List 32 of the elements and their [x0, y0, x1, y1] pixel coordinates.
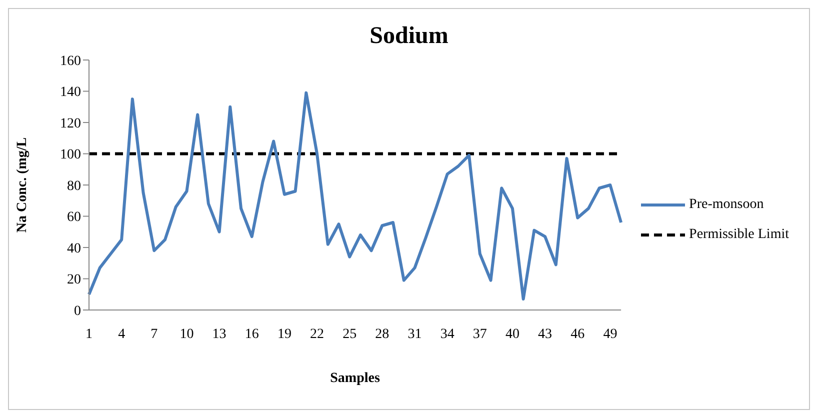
y-tick-label: 60	[67, 210, 81, 226]
x-tick-label: 43	[538, 326, 552, 342]
x-tick-label: 40	[505, 326, 520, 342]
x-tick-label: 25	[342, 326, 357, 342]
legend-label: Pre-monsoon	[689, 197, 764, 213]
y-tick-label: 140	[60, 85, 81, 100]
x-tick-label: 28	[375, 326, 390, 342]
x-tick-label: 31	[408, 326, 422, 342]
y-tick-label: 120	[60, 116, 81, 132]
x-tick-label: 34	[440, 326, 454, 342]
line-series	[88, 91, 623, 301]
y-tick-label: 80	[67, 178, 81, 194]
x-tick-label: 1	[86, 326, 92, 342]
x-tick-label: 46	[570, 326, 585, 342]
y-tick-label: 100	[60, 148, 81, 163]
legend-label: Permissible Limit	[689, 227, 789, 243]
y-tick-label: 0	[74, 304, 81, 319]
chart-title: Sodium	[368, 23, 450, 50]
x-tick-label: 16	[244, 326, 259, 342]
x-tick-label: 7	[150, 326, 158, 342]
x-tick-label: 49	[603, 326, 618, 342]
x-axis-title: Samples	[330, 371, 380, 386]
x-tick-label: 22	[310, 326, 324, 342]
x-tick-label: 19	[277, 326, 292, 342]
y-tick-label: 160	[60, 54, 81, 69]
y-tick-label: 40	[67, 241, 81, 256]
y-tick-label: 20	[67, 272, 81, 288]
x-tick-label: 13	[212, 326, 226, 342]
x-tick-label: 4	[118, 326, 126, 342]
y-axis-title: Na Conc. (mg/L	[14, 137, 30, 233]
x-tick-label: 10	[180, 326, 194, 342]
x-tick-label: 37	[472, 326, 487, 342]
